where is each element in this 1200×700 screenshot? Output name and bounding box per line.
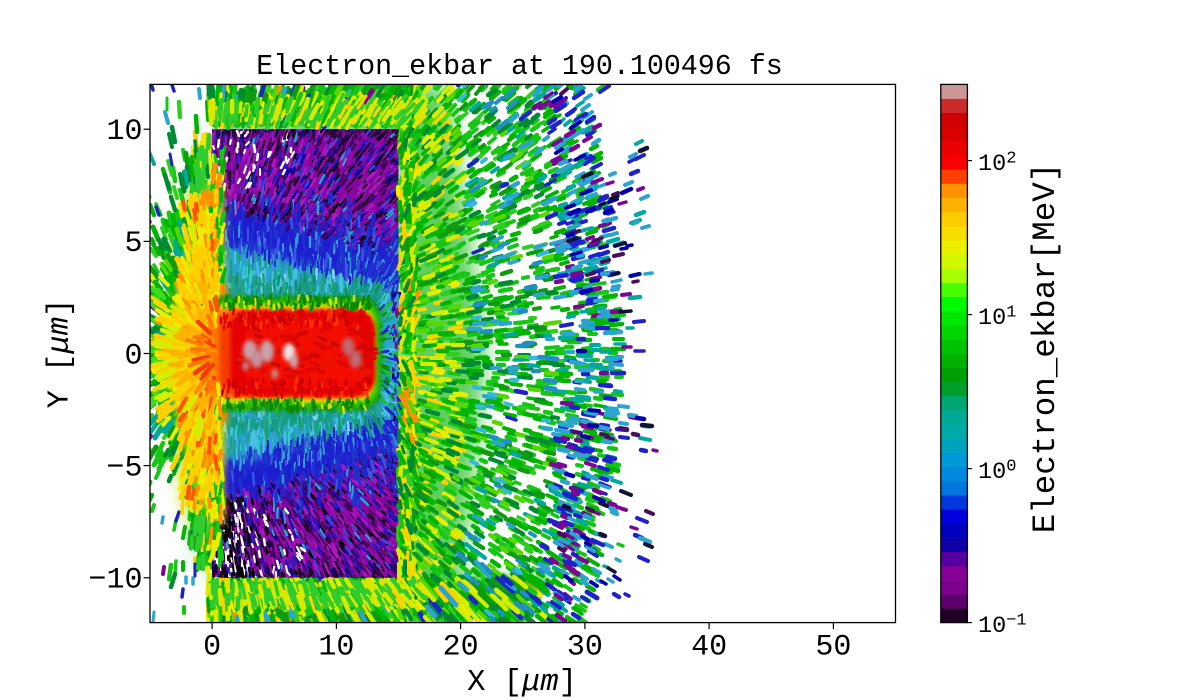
svg-text:Y [μm]: Y [μm] bbox=[44, 299, 78, 409]
svg-text:50: 50 bbox=[815, 631, 851, 665]
svg-text:40: 40 bbox=[691, 631, 727, 665]
svg-text:10−1: 10−1 bbox=[978, 612, 1027, 641]
svg-text:0: 0 bbox=[124, 339, 142, 373]
svg-text:−5: −5 bbox=[106, 451, 142, 485]
svg-text:−10: −10 bbox=[88, 564, 142, 598]
svg-text:10: 10 bbox=[106, 115, 142, 149]
svg-text:20: 20 bbox=[443, 631, 479, 665]
svg-text:Electron_ekbar at 190.100496 f: Electron_ekbar at 190.100496 fs bbox=[256, 51, 782, 83]
svg-text:X [μm]: X [μm] bbox=[467, 666, 577, 700]
svg-text:0: 0 bbox=[203, 631, 221, 665]
svg-text:30: 30 bbox=[567, 631, 603, 665]
svg-text:5: 5 bbox=[124, 227, 142, 261]
svg-text:10: 10 bbox=[318, 631, 354, 665]
svg-text:Electron_ekbar[MeV]: Electron_ekbar[MeV] bbox=[1027, 163, 1064, 534]
